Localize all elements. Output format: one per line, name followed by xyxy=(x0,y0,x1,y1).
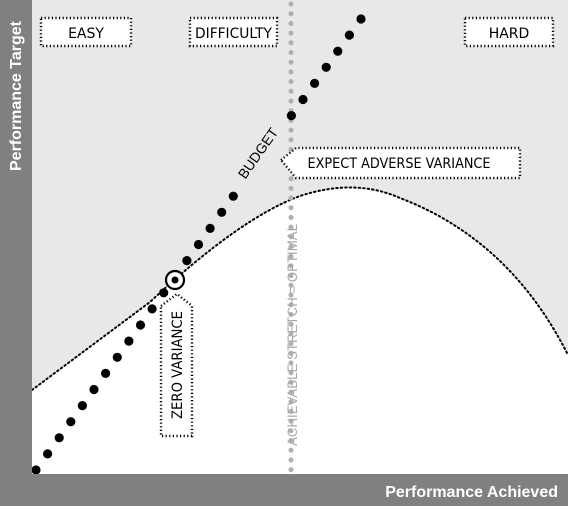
y-axis-label: Performance Target xyxy=(8,20,25,171)
zero-variance-callout: ZERO VARIANCE xyxy=(159,292,194,438)
budget-dot xyxy=(310,78,320,88)
performance-curve xyxy=(31,186,568,391)
budget-dot xyxy=(124,336,134,346)
x-axis-band xyxy=(0,474,568,506)
x-axis-label: Performance Achieved xyxy=(385,484,558,501)
budget-dot xyxy=(89,384,99,395)
hard-label-box: HARD xyxy=(463,16,555,48)
budget-dot xyxy=(286,111,296,121)
hard-label: HARD xyxy=(489,26,530,42)
budget-dot xyxy=(147,304,157,314)
budget-dot xyxy=(356,14,366,24)
budget-dot xyxy=(333,46,343,56)
expect-adverse-variance-label: EXPECT ADVERSE VARIANCE xyxy=(308,156,491,172)
budget-dot xyxy=(112,352,122,362)
budget-dot xyxy=(31,465,41,475)
budget-dot xyxy=(193,239,204,250)
easy-label: EASY xyxy=(68,26,104,42)
expect-adverse-variance-callout: EXPECT ADVERSE VARIANCE xyxy=(279,146,522,180)
budget-dot xyxy=(101,368,111,378)
budget-dot xyxy=(43,449,53,459)
budget-dot xyxy=(205,223,215,233)
budget-dot xyxy=(77,401,87,411)
budget-dot xyxy=(66,417,76,427)
budget-dot xyxy=(182,256,192,266)
difficulty-label-box: DIFFICULTY xyxy=(188,16,279,48)
budget-dot xyxy=(298,94,308,105)
achievable-stretch-label: ACHIEVABLE STRETCH = OPTIMAL xyxy=(284,224,300,446)
budget-dot xyxy=(159,288,169,298)
zero-variance-label: ZERO VARIANCE xyxy=(170,311,186,419)
budget-dot xyxy=(228,191,238,201)
budget-dot xyxy=(135,320,146,330)
y-axis-band xyxy=(0,0,32,506)
easy-label-box: EASY xyxy=(39,16,133,48)
zero-variance-marker xyxy=(164,269,186,291)
budget-dot xyxy=(217,207,227,217)
difficulty-label: DIFFICULTY xyxy=(195,26,272,42)
budget-line xyxy=(31,14,366,475)
budget-dot xyxy=(54,433,64,443)
budget-dot xyxy=(344,30,354,40)
budget-dot xyxy=(321,62,331,72)
